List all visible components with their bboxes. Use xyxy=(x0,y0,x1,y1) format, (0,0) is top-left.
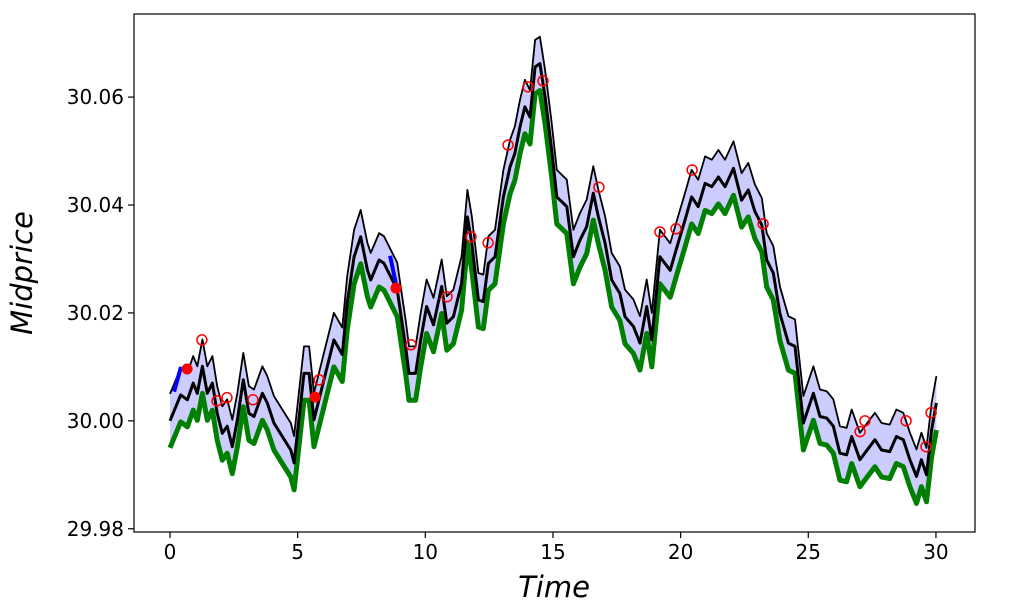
plot-area xyxy=(167,35,939,506)
x-axis-label: Time xyxy=(518,570,590,604)
midprice-line xyxy=(168,62,938,478)
x-tick-label: 10 xyxy=(413,540,438,564)
open-marker xyxy=(247,394,259,406)
open-marker xyxy=(757,218,769,230)
y-tick-label: 30.06 xyxy=(67,85,124,109)
x-tick-label: 5 xyxy=(291,540,304,564)
filled-marker xyxy=(390,282,402,294)
y-axis: 29.98 30.00 30.02 30.04 30.06 xyxy=(67,85,134,541)
open-marker xyxy=(686,164,698,176)
open-marker xyxy=(441,290,453,303)
x-tick-label: 20 xyxy=(668,540,693,564)
open-marker xyxy=(925,407,937,419)
y-tick-label: 30.04 xyxy=(67,193,124,217)
x-axis: 0 5 10 15 20 25 30 xyxy=(164,532,949,564)
open-marker xyxy=(670,223,682,235)
open-marker xyxy=(522,81,534,93)
open-marker xyxy=(313,374,325,386)
open-marker xyxy=(900,415,912,427)
open-marker xyxy=(593,181,605,193)
y-tick-label: 30.00 xyxy=(67,409,124,433)
axes-frame xyxy=(133,13,976,533)
x-tick-label: 30 xyxy=(923,540,948,564)
y-axis-label: Midprice xyxy=(5,211,39,335)
filled-marker xyxy=(181,363,193,375)
x-tick-label: 15 xyxy=(540,540,565,564)
lower-band-line xyxy=(167,88,939,506)
open-marker xyxy=(859,415,871,427)
open-marker xyxy=(196,334,208,346)
y-tick-label: 29.98 xyxy=(67,517,124,541)
open-marker xyxy=(465,231,477,243)
open-marker xyxy=(211,395,223,407)
filled-marker xyxy=(309,391,321,403)
open-marker xyxy=(221,391,233,404)
open-marker xyxy=(654,226,666,238)
open-marker xyxy=(405,339,417,351)
open-marker xyxy=(854,425,866,438)
y-tick-label: 30.02 xyxy=(67,301,124,325)
open-marker xyxy=(537,75,549,87)
band-fill xyxy=(170,36,937,504)
x-tick-label: 25 xyxy=(796,540,821,564)
open-marker xyxy=(482,237,494,249)
blue-segment xyxy=(388,255,398,285)
blue-segment xyxy=(172,366,183,393)
open-marker xyxy=(920,440,932,453)
open-marker xyxy=(502,139,514,151)
upper-band-line xyxy=(169,35,938,451)
x-tick-label: 0 xyxy=(164,540,177,564)
